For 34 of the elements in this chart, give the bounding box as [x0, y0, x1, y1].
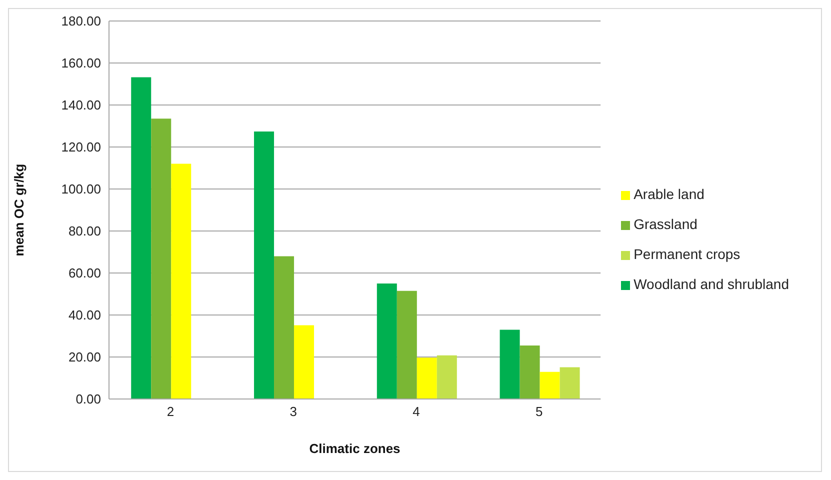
bar — [274, 256, 294, 399]
legend-label: Woodland and shrubland — [634, 276, 789, 292]
y-tick-label: 60.00 — [68, 266, 101, 281]
y-tick-label: 160.00 — [61, 56, 101, 71]
bar — [151, 118, 172, 399]
bar — [396, 290, 417, 399]
legend-label: Arable land — [634, 186, 704, 202]
bar — [131, 77, 152, 399]
bar — [520, 345, 540, 399]
x-tick-label: 2 — [166, 404, 174, 420]
y-tick-label: 40.00 — [68, 308, 101, 323]
bar — [540, 372, 560, 399]
y-tick-label: 120.00 — [61, 140, 101, 155]
y-tick-label: 140.00 — [61, 98, 101, 113]
bar — [436, 355, 457, 399]
bar — [500, 330, 520, 399]
bar — [254, 131, 274, 399]
bar — [294, 325, 314, 399]
x-axis-title: Climatic zones — [309, 441, 400, 456]
bar — [376, 284, 397, 399]
legend-label: Grassland — [634, 216, 698, 232]
bar — [560, 367, 580, 399]
y-tick-label: 0.00 — [76, 392, 101, 407]
x-tick-label: 5 — [536, 404, 543, 420]
y-tick-label: 180.00 — [61, 14, 101, 29]
y-tick-label: 20.00 — [68, 350, 101, 365]
x-tick-label: 3 — [290, 404, 297, 420]
y-tick-label: 100.00 — [61, 182, 101, 197]
bar — [171, 164, 192, 399]
legend-label: Permanent crops — [634, 246, 740, 262]
bar — [416, 358, 437, 399]
y-axis-title: mean OC gr/kg — [12, 164, 27, 256]
x-tick-label: 4 — [412, 404, 420, 420]
y-tick-label: 80.00 — [68, 224, 101, 239]
